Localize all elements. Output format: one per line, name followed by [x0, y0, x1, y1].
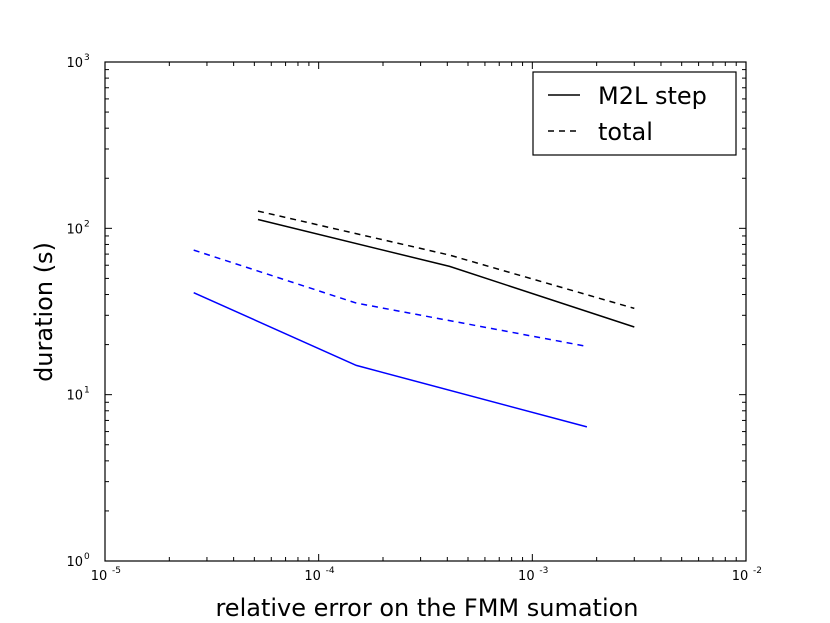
- y-tick-label-exponent: 1: [84, 386, 90, 396]
- series-line-blue-solid: [193, 292, 588, 428]
- x-tick-label-exponent: -2: [753, 566, 762, 576]
- y-tick-label: 10: [66, 555, 83, 570]
- series-lines: [193, 210, 635, 428]
- tick-labels: 10 -5 10 -4 10 -3 10 -210 010 110 210 3: [66, 53, 762, 584]
- y-tick-label: 10: [66, 389, 83, 404]
- legend-label-total: total: [598, 118, 653, 146]
- x-tick-label-exponent: -4: [326, 566, 335, 576]
- legend: M2L step total: [532, 71, 737, 156]
- x-tick-label: 10: [91, 569, 108, 584]
- x-axis-label: relative error on the FMM sumation: [215, 594, 638, 622]
- x-tick-label: 10: [732, 569, 749, 584]
- x-tick-label: 10: [304, 569, 321, 584]
- series-line-black-dashed: [257, 210, 635, 310]
- legend-label-m2l-step: M2L step: [598, 82, 707, 110]
- x-tick-label-exponent: -5: [112, 566, 121, 576]
- series-line-blue-dashed: [193, 249, 588, 348]
- tick-marks: [104, 62, 746, 562]
- y-tick-label: 10: [66, 222, 83, 237]
- x-tick-label: 10: [518, 569, 535, 584]
- series-line-black-solid: [257, 218, 635, 328]
- y-tick-label-exponent: 3: [84, 53, 90, 63]
- legend-box: [532, 71, 737, 156]
- x-tick-label-exponent: -3: [539, 566, 548, 576]
- y-tick-label-exponent: 2: [84, 219, 90, 229]
- y-tick-label: 10: [66, 56, 83, 71]
- y-tick-label-exponent: 0: [84, 552, 90, 562]
- y-axis-label: duration (s): [30, 242, 58, 382]
